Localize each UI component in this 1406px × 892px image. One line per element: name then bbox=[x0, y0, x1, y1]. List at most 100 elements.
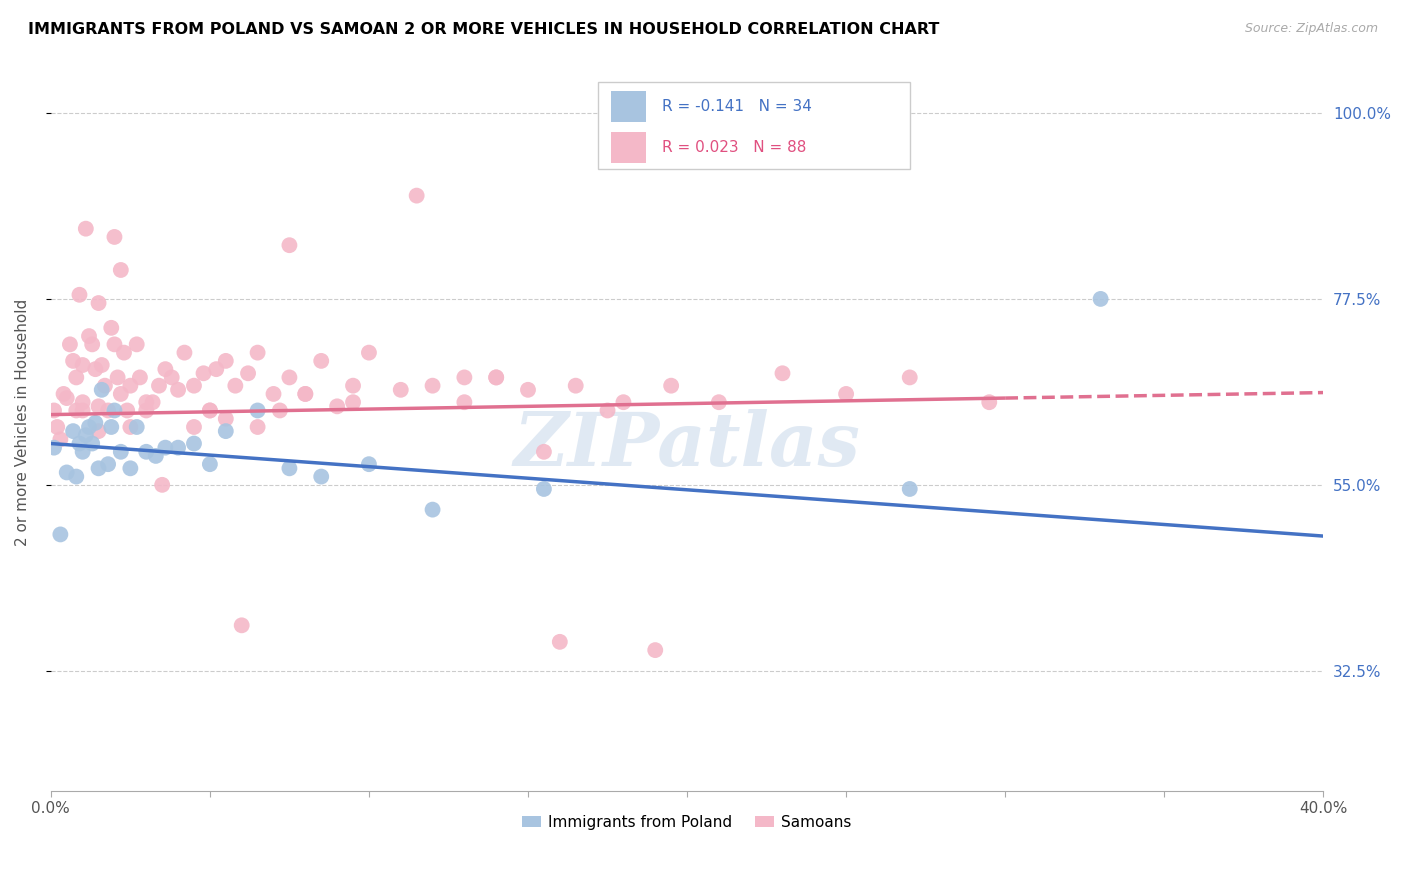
Point bbox=[326, 400, 349, 414]
Point bbox=[65, 403, 87, 417]
Point bbox=[612, 395, 634, 409]
Point bbox=[72, 395, 94, 409]
Point bbox=[145, 449, 167, 463]
Text: IMMIGRANTS FROM POLAND VS SAMOAN 2 OR MORE VEHICLES IN HOUSEHOLD CORRELATION CHA: IMMIGRANTS FROM POLAND VS SAMOAN 2 OR MO… bbox=[28, 22, 939, 37]
Point bbox=[533, 444, 555, 458]
Legend: Immigrants from Poland, Samoans: Immigrants from Poland, Samoans bbox=[516, 809, 858, 836]
Point bbox=[77, 420, 100, 434]
Point bbox=[269, 403, 291, 417]
Point bbox=[1090, 292, 1112, 306]
Point bbox=[110, 387, 132, 401]
Point bbox=[107, 370, 129, 384]
Point bbox=[183, 436, 205, 450]
Point bbox=[278, 238, 301, 252]
FancyBboxPatch shape bbox=[598, 82, 910, 169]
Point bbox=[183, 420, 205, 434]
Point bbox=[110, 444, 132, 458]
Point bbox=[198, 457, 221, 471]
Point bbox=[75, 221, 97, 235]
Point bbox=[278, 461, 301, 475]
Point bbox=[112, 345, 135, 359]
Point bbox=[87, 461, 110, 475]
Point bbox=[84, 362, 107, 376]
Point bbox=[59, 337, 82, 351]
Point bbox=[87, 400, 110, 414]
Point bbox=[72, 403, 94, 417]
Point bbox=[103, 337, 125, 351]
Point bbox=[150, 478, 173, 492]
Point bbox=[120, 461, 142, 475]
Point bbox=[224, 378, 246, 392]
Point bbox=[65, 469, 87, 483]
Point bbox=[65, 370, 87, 384]
Point bbox=[485, 370, 508, 384]
Point bbox=[100, 321, 122, 335]
Point bbox=[42, 441, 65, 455]
Point bbox=[236, 366, 259, 380]
Point bbox=[835, 387, 858, 401]
Point bbox=[125, 337, 148, 351]
Point bbox=[198, 403, 221, 417]
Point bbox=[142, 395, 165, 409]
Point bbox=[72, 444, 94, 458]
Point bbox=[309, 469, 332, 483]
Point bbox=[772, 366, 794, 380]
Point bbox=[357, 345, 380, 359]
Point bbox=[167, 383, 190, 397]
Point bbox=[898, 482, 921, 496]
Point bbox=[125, 420, 148, 434]
Point bbox=[120, 420, 142, 434]
Point bbox=[979, 395, 1001, 409]
Bar bbox=[610, 91, 647, 122]
Point bbox=[155, 441, 177, 455]
Bar bbox=[610, 132, 647, 163]
Point bbox=[294, 387, 316, 401]
Point bbox=[309, 354, 332, 368]
Point bbox=[97, 457, 120, 471]
Point bbox=[422, 378, 444, 392]
Point bbox=[77, 329, 100, 343]
Point bbox=[564, 378, 586, 392]
Point bbox=[707, 395, 730, 409]
Point bbox=[246, 403, 269, 417]
Point bbox=[357, 457, 380, 471]
Point bbox=[533, 482, 555, 496]
Point bbox=[215, 424, 238, 438]
Point bbox=[167, 441, 190, 455]
Point bbox=[115, 403, 138, 417]
Point bbox=[215, 411, 238, 425]
Text: R = 0.023   N = 88: R = 0.023 N = 88 bbox=[662, 140, 806, 155]
Point bbox=[198, 403, 221, 417]
Point bbox=[644, 643, 666, 657]
Point bbox=[87, 296, 110, 310]
Point bbox=[389, 383, 412, 397]
Point bbox=[596, 403, 619, 417]
Point bbox=[94, 378, 117, 392]
Point bbox=[62, 424, 84, 438]
Point bbox=[82, 337, 104, 351]
Point bbox=[135, 395, 157, 409]
Point bbox=[103, 403, 125, 417]
Point bbox=[231, 618, 253, 632]
Point bbox=[69, 436, 91, 450]
Point bbox=[49, 433, 72, 447]
Text: ZIPatlas: ZIPatlas bbox=[513, 409, 860, 481]
Point bbox=[87, 424, 110, 438]
Point bbox=[49, 527, 72, 541]
Point bbox=[263, 387, 285, 401]
Point bbox=[342, 378, 364, 392]
Point bbox=[155, 362, 177, 376]
Point bbox=[90, 383, 112, 397]
Point bbox=[72, 358, 94, 372]
Text: R = -0.141   N = 34: R = -0.141 N = 34 bbox=[662, 99, 811, 114]
Point bbox=[422, 502, 444, 516]
Point bbox=[103, 230, 125, 244]
Point bbox=[135, 444, 157, 458]
Point bbox=[120, 378, 142, 392]
Point bbox=[898, 370, 921, 384]
Point bbox=[278, 370, 301, 384]
Point bbox=[215, 354, 238, 368]
Point bbox=[405, 188, 427, 202]
Point bbox=[659, 378, 682, 392]
Point bbox=[246, 420, 269, 434]
